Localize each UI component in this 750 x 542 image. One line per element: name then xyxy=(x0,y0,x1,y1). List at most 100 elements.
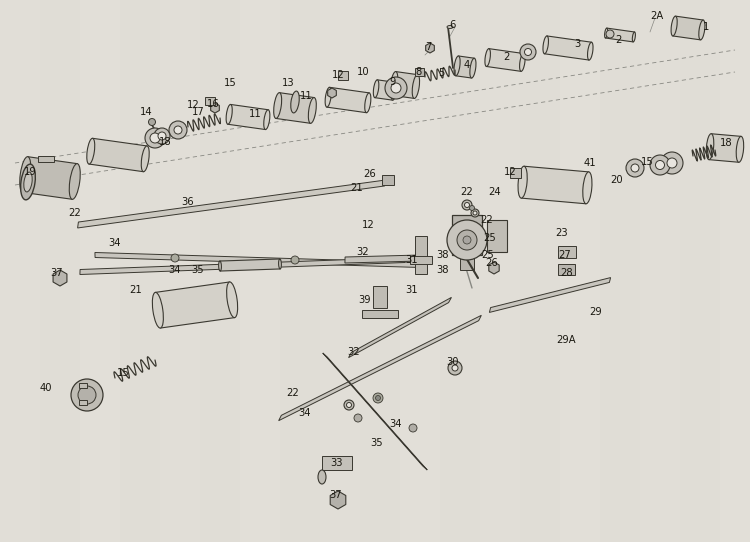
Text: 26: 26 xyxy=(486,258,498,268)
Bar xyxy=(373,286,387,308)
Text: 37: 37 xyxy=(51,268,63,278)
Text: 23: 23 xyxy=(556,228,568,238)
Text: 4: 4 xyxy=(464,60,470,70)
Bar xyxy=(160,0,200,542)
Ellipse shape xyxy=(470,58,476,78)
Ellipse shape xyxy=(671,16,677,36)
Ellipse shape xyxy=(326,87,332,107)
Polygon shape xyxy=(211,103,219,113)
Polygon shape xyxy=(392,72,418,99)
Ellipse shape xyxy=(583,172,592,204)
Polygon shape xyxy=(673,16,704,40)
Ellipse shape xyxy=(226,282,238,318)
Bar xyxy=(558,264,575,275)
Text: 2: 2 xyxy=(615,35,621,45)
Text: 31: 31 xyxy=(406,285,418,295)
Polygon shape xyxy=(228,105,268,130)
Text: 15: 15 xyxy=(117,368,129,378)
Text: 11: 11 xyxy=(299,91,312,101)
Circle shape xyxy=(650,155,670,175)
Ellipse shape xyxy=(21,164,35,200)
Circle shape xyxy=(169,121,187,139)
Bar xyxy=(452,215,482,255)
Polygon shape xyxy=(95,253,420,268)
Text: 33: 33 xyxy=(331,458,344,468)
Text: 22: 22 xyxy=(481,215,494,225)
Ellipse shape xyxy=(543,36,548,54)
Circle shape xyxy=(462,200,472,210)
Circle shape xyxy=(448,361,462,375)
Ellipse shape xyxy=(447,25,453,29)
Ellipse shape xyxy=(520,54,525,72)
Circle shape xyxy=(145,128,165,148)
Circle shape xyxy=(150,133,160,143)
Bar xyxy=(510,168,521,178)
Circle shape xyxy=(148,119,155,126)
Ellipse shape xyxy=(518,166,527,198)
Text: 34: 34 xyxy=(109,238,122,248)
Text: 17: 17 xyxy=(192,107,204,117)
Bar xyxy=(720,0,750,542)
Text: 5: 5 xyxy=(438,68,444,78)
Circle shape xyxy=(447,220,487,260)
Polygon shape xyxy=(328,88,336,98)
Text: 16: 16 xyxy=(206,99,219,109)
Text: 20: 20 xyxy=(610,175,623,185)
Polygon shape xyxy=(53,270,67,286)
Polygon shape xyxy=(521,166,589,204)
Text: 41: 41 xyxy=(584,158,596,168)
Polygon shape xyxy=(544,36,592,60)
Ellipse shape xyxy=(413,75,419,99)
Bar xyxy=(79,400,87,405)
Circle shape xyxy=(174,126,182,134)
Text: 38: 38 xyxy=(436,265,449,275)
Circle shape xyxy=(606,30,614,38)
Text: 39: 39 xyxy=(358,295,371,305)
Ellipse shape xyxy=(736,137,744,162)
Text: 34: 34 xyxy=(298,408,311,418)
Bar xyxy=(480,0,520,542)
Ellipse shape xyxy=(604,28,608,38)
Text: 10: 10 xyxy=(357,67,369,77)
Circle shape xyxy=(373,393,383,403)
Ellipse shape xyxy=(274,93,282,119)
Circle shape xyxy=(409,424,417,432)
Text: 9: 9 xyxy=(390,77,396,87)
Polygon shape xyxy=(349,298,452,358)
Text: 25: 25 xyxy=(482,250,494,260)
Circle shape xyxy=(385,77,407,99)
Bar xyxy=(338,71,348,80)
Text: 1: 1 xyxy=(703,22,709,32)
Circle shape xyxy=(471,209,479,217)
Circle shape xyxy=(452,365,458,371)
Bar xyxy=(558,246,576,258)
Bar xyxy=(640,0,680,542)
Text: 12: 12 xyxy=(332,70,344,80)
Bar xyxy=(410,256,432,264)
Ellipse shape xyxy=(219,261,221,271)
Bar xyxy=(415,236,427,274)
Ellipse shape xyxy=(69,164,80,199)
Circle shape xyxy=(346,403,352,408)
Polygon shape xyxy=(322,353,428,470)
Text: 38: 38 xyxy=(436,250,449,260)
Polygon shape xyxy=(709,134,741,162)
Ellipse shape xyxy=(318,470,326,484)
Polygon shape xyxy=(330,491,346,509)
Circle shape xyxy=(520,44,536,60)
Ellipse shape xyxy=(706,134,714,160)
Text: 22: 22 xyxy=(286,388,299,398)
Circle shape xyxy=(524,48,532,55)
Circle shape xyxy=(344,400,354,410)
Text: 25: 25 xyxy=(484,233,496,243)
Text: 22: 22 xyxy=(460,187,473,197)
Text: 36: 36 xyxy=(182,197,194,207)
Ellipse shape xyxy=(454,56,460,76)
Circle shape xyxy=(291,256,299,264)
Bar xyxy=(240,0,280,542)
Bar xyxy=(80,0,120,542)
Polygon shape xyxy=(276,93,314,124)
Ellipse shape xyxy=(226,105,232,124)
Bar xyxy=(382,175,394,185)
Text: 35: 35 xyxy=(370,438,383,448)
